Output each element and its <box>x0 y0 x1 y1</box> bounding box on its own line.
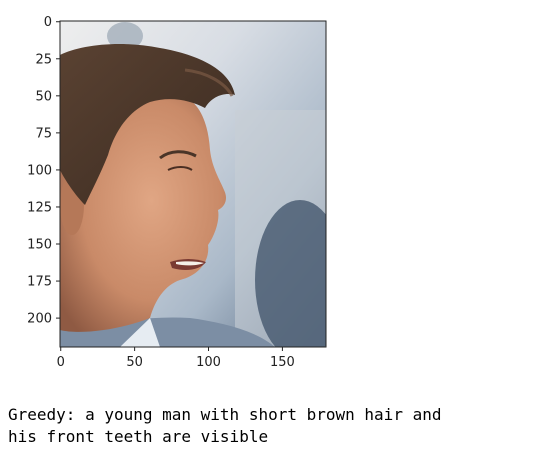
y-tick-label: 75 <box>35 126 52 141</box>
x-tick-label: 100 <box>196 355 221 370</box>
y-tick-label: 125 <box>27 200 52 215</box>
y-tick-label: 150 <box>27 238 52 253</box>
hair-highlight <box>184 68 234 97</box>
x-axis: 0 50 100 150 <box>57 347 295 370</box>
background-dark-shape <box>255 200 326 347</box>
eye <box>167 166 193 171</box>
y-tick-label: 175 <box>27 275 52 290</box>
x-tick-label: 50 <box>126 355 143 370</box>
background-blur-spot <box>107 22 143 50</box>
plot-frame <box>59 20 327 348</box>
image-plot: 0 25 50 75 100 125 150 175 200 0 50 100 150 <box>27 15 327 370</box>
y-tick-label: 100 <box>27 163 52 178</box>
y-tick-label: 200 <box>27 312 52 327</box>
y-tick-label: 0 <box>44 15 52 30</box>
eyebrow <box>159 150 197 160</box>
shirt-highlight <box>120 318 160 347</box>
x-tick-label: 0 <box>57 355 65 370</box>
caption: Greedy: a young man with short brown hai… <box>8 405 442 446</box>
y-tick-label: 25 <box>35 52 52 67</box>
teeth <box>176 261 204 266</box>
hair <box>60 44 235 205</box>
y-axis: 0 25 50 75 100 125 150 175 200 <box>27 15 60 327</box>
x-tick-label: 150 <box>270 355 295 370</box>
y-tick-label: 50 <box>35 89 52 104</box>
photo <box>60 21 326 347</box>
